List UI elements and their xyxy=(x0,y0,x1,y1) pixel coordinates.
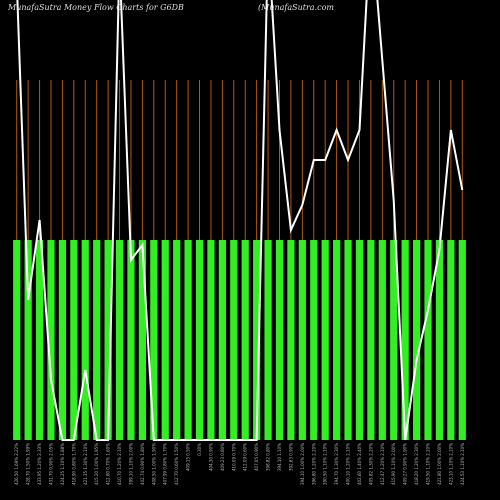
bar xyxy=(310,240,318,440)
bar xyxy=(173,240,181,440)
x-tick-label: 412.09 0.60% xyxy=(243,443,248,471)
bar xyxy=(35,240,44,440)
x-tick-label: 418.90 0.80% 1.70% xyxy=(71,443,76,485)
x-tick-label: 398.82 0.80% xyxy=(266,443,271,471)
money-flow-line xyxy=(16,0,464,441)
x-tick-label: 421.35 1.30% 2.10% xyxy=(83,443,88,485)
bar xyxy=(412,240,421,440)
bar xyxy=(13,240,21,440)
bar xyxy=(104,240,112,440)
bar xyxy=(435,240,444,440)
x-tick-label: 410.70 1.20% 2.10% xyxy=(117,443,122,485)
bar xyxy=(275,240,284,440)
x-tick-label: 399.10 1.10% 2.00% xyxy=(128,443,133,485)
x-tick-label: 409.23 0.80% xyxy=(220,443,225,471)
bar xyxy=(355,240,364,440)
bar xyxy=(298,240,306,440)
x-tick-label: 390.50 1.10% 2.10% xyxy=(323,443,328,485)
x-tick-label: 412.47 1.20% 2.10% xyxy=(380,443,385,485)
x-tick-label: 423.10 1.10% 2.10% xyxy=(448,443,453,485)
x-tick-label: 409.27 0.90% 1.90% xyxy=(403,443,408,485)
x-tick-label: 412.70 0.60% 1.50% xyxy=(174,443,179,485)
bar xyxy=(58,240,67,440)
x-tick-label: 431.70 0.90% 2.05% xyxy=(48,443,53,485)
bar xyxy=(241,240,249,440)
bar xyxy=(287,240,295,440)
x-tick-label: 404.30 0.90% xyxy=(208,443,213,471)
bar xyxy=(218,240,226,440)
bar xyxy=(47,240,55,440)
bar xyxy=(367,240,375,440)
x-tick-label: 421.80 1.00% 2.00% xyxy=(437,443,442,485)
x-tick-label: 396.80 1.20% 2.20% xyxy=(311,443,316,485)
x-tick-label: 394.10 1.00% 2.00% xyxy=(300,443,305,485)
bar xyxy=(321,240,329,440)
x-tick-label: 402.74 0.90% 1.80% xyxy=(140,443,145,485)
plot xyxy=(13,0,466,441)
bar xyxy=(115,240,124,440)
bar xyxy=(447,240,455,440)
x-tick-label: 0.30% xyxy=(197,443,202,456)
x-tick-label: 419.50 1.10% 2.20% xyxy=(426,443,431,485)
bar xyxy=(333,240,341,440)
x-tick-label: 392.63 0.90% xyxy=(288,443,293,471)
x-tick-label: 415.90 1.10% 2.00% xyxy=(391,443,396,485)
bar xyxy=(81,240,89,440)
bar xyxy=(230,240,238,440)
x-tick-label: 412.80 0.70% 1.60% xyxy=(106,443,111,485)
x-tick-label: 408.50 1.00% 1.90% xyxy=(151,443,156,485)
x-tick-label: 415.20 1.00% 1.95% xyxy=(94,443,99,485)
x-tick-label: 394.70 1.30% 2.30% xyxy=(334,443,339,485)
x-tick-label: 433.95 1.20% 2.33% xyxy=(37,443,42,485)
x-tick-label: 424.53 1.10% 2.10% xyxy=(460,443,465,485)
x-tick-label: 407.05 0.90% xyxy=(254,443,259,471)
bar xyxy=(195,240,204,440)
bar xyxy=(458,240,466,440)
bar xyxy=(344,240,352,440)
x-tick-label: 402.60 1.40% 2.40% xyxy=(357,443,362,485)
bar xyxy=(401,240,409,440)
x-tick-label: 407.99 0.80% 1.70% xyxy=(163,443,168,485)
bar xyxy=(207,240,215,440)
bar xyxy=(264,240,272,440)
bar xyxy=(390,240,398,440)
bar xyxy=(93,240,101,440)
x-tick-label: 400.10 1.20% 2.10% xyxy=(346,443,351,485)
x-tick-label: 405.82 1.30% 2.20% xyxy=(368,443,373,485)
bar xyxy=(424,240,432,440)
bar xyxy=(24,240,32,440)
bar xyxy=(378,240,386,440)
bar xyxy=(138,240,146,440)
bar xyxy=(161,240,169,440)
bar xyxy=(70,240,78,440)
x-tick-label: 410.09 0.70% xyxy=(231,443,236,471)
bar xyxy=(127,240,135,440)
bar xyxy=(150,240,158,440)
x-tick-label: 418.20 1.20% 2.30% xyxy=(414,443,419,485)
x-tick-label: 428.70 1.50% 1.99% xyxy=(26,443,31,485)
x-tick-label: 424.25 1.10% 1.88% xyxy=(60,443,65,485)
chart-title: MunafaSutra Money Flow Charts for G6DB xyxy=(7,3,184,12)
x-tick-label: 394.10 1.10% xyxy=(277,443,282,471)
bar xyxy=(253,240,261,440)
chart-subtitle: (MunafaSutra.com xyxy=(258,3,334,12)
bar xyxy=(184,240,192,440)
x-tick-label: 426.50 1.69% 2.22% xyxy=(14,443,19,485)
x-tick-label: 409.15 0.50% xyxy=(186,443,191,471)
